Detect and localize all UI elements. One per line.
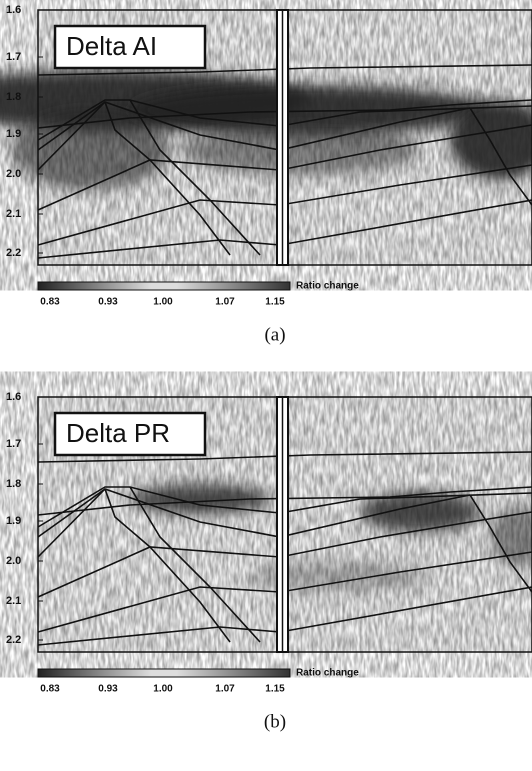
colorbar-tick-label: 1.07 <box>215 684 235 695</box>
y-tick-label: 2.1 <box>6 208 21 220</box>
horizon <box>37 451 532 463</box>
horizon <box>104 488 231 643</box>
anomaly <box>10 110 170 190</box>
y-tick-label: 1.9 <box>6 515 21 527</box>
colorbar-tick-label: 0.83 <box>40 684 60 695</box>
y-tick-label: 2.0 <box>6 168 21 180</box>
frame <box>37 9 532 266</box>
horizon <box>129 99 261 256</box>
horizon <box>37 488 106 558</box>
horizon <box>37 199 532 259</box>
colorbar-tick-label: 0.83 <box>40 297 60 308</box>
y-tick-label: 1.9 <box>6 128 21 140</box>
colorbar-title: Ratio change <box>296 668 359 679</box>
label-box <box>53 411 207 457</box>
anomaly <box>180 125 420 175</box>
y-tick-label: 1.8 <box>6 478 21 490</box>
colorbar-tick-label: 1.15 <box>265 684 285 695</box>
frame <box>37 396 532 653</box>
colorbar-tick-label: 0.93 <box>98 684 118 695</box>
anomaly <box>360 492 480 532</box>
panel: 1.6 1.7 1.8 1.9 2.0 2.1 2.2 Delta AI 0.83 0.93 1.0… <box>0 4 532 345</box>
horizon <box>104 101 231 256</box>
y-tick-label: 1.7 <box>6 438 21 450</box>
anomaly <box>130 484 270 514</box>
horizon <box>469 494 532 593</box>
anomaly <box>250 562 430 592</box>
y-tick-label: 2.2 <box>6 247 21 259</box>
y-tick-label: 1.8 <box>6 91 21 103</box>
y-tick-label: 1.6 <box>6 4 21 16</box>
y-tick-label: 1.7 <box>6 51 21 63</box>
horizon <box>37 99 532 129</box>
horizon <box>37 101 471 151</box>
panel: 1.6 1.7 1.8 1.9 2.0 2.1 2.2 Delta PR 0.83 0.93 1.0… <box>6 391 532 732</box>
y-tick-label: 1.6 <box>6 391 21 403</box>
y-tick-label: 2.2 <box>6 634 21 646</box>
horizon <box>37 511 532 598</box>
label-box <box>53 24 207 70</box>
y-tick-label: 2.1 <box>6 595 21 607</box>
colorbar-tick-label: 1.07 <box>215 297 235 308</box>
colorbar-tick-label: 1.00 <box>153 684 173 695</box>
panel-label: Delta AI <box>66 31 157 61</box>
colorbar-tick-label: 1.15 <box>265 297 285 308</box>
horizon <box>37 488 471 538</box>
horizon <box>37 586 532 646</box>
horizon <box>129 486 261 643</box>
horizon <box>37 64 532 76</box>
horizon <box>469 107 532 206</box>
caption: (b) <box>264 711 286 732</box>
y-tick-label: 2.0 <box>6 555 21 567</box>
horizon <box>37 486 532 516</box>
colorbar <box>37 668 291 678</box>
anomaly <box>490 507 532 567</box>
caption: (a) <box>264 324 285 345</box>
colorbar-title: Ratio change <box>296 281 359 292</box>
colorbar <box>37 281 291 291</box>
horizon <box>37 486 532 528</box>
horizon <box>37 101 106 171</box>
colorbar-tick-label: 0.93 <box>98 297 118 308</box>
horizon <box>37 99 532 141</box>
anomaly <box>450 100 532 180</box>
colorbar-tick-label: 1.00 <box>153 297 173 308</box>
horizon <box>37 124 532 211</box>
panel-label: Delta PR <box>66 418 170 448</box>
